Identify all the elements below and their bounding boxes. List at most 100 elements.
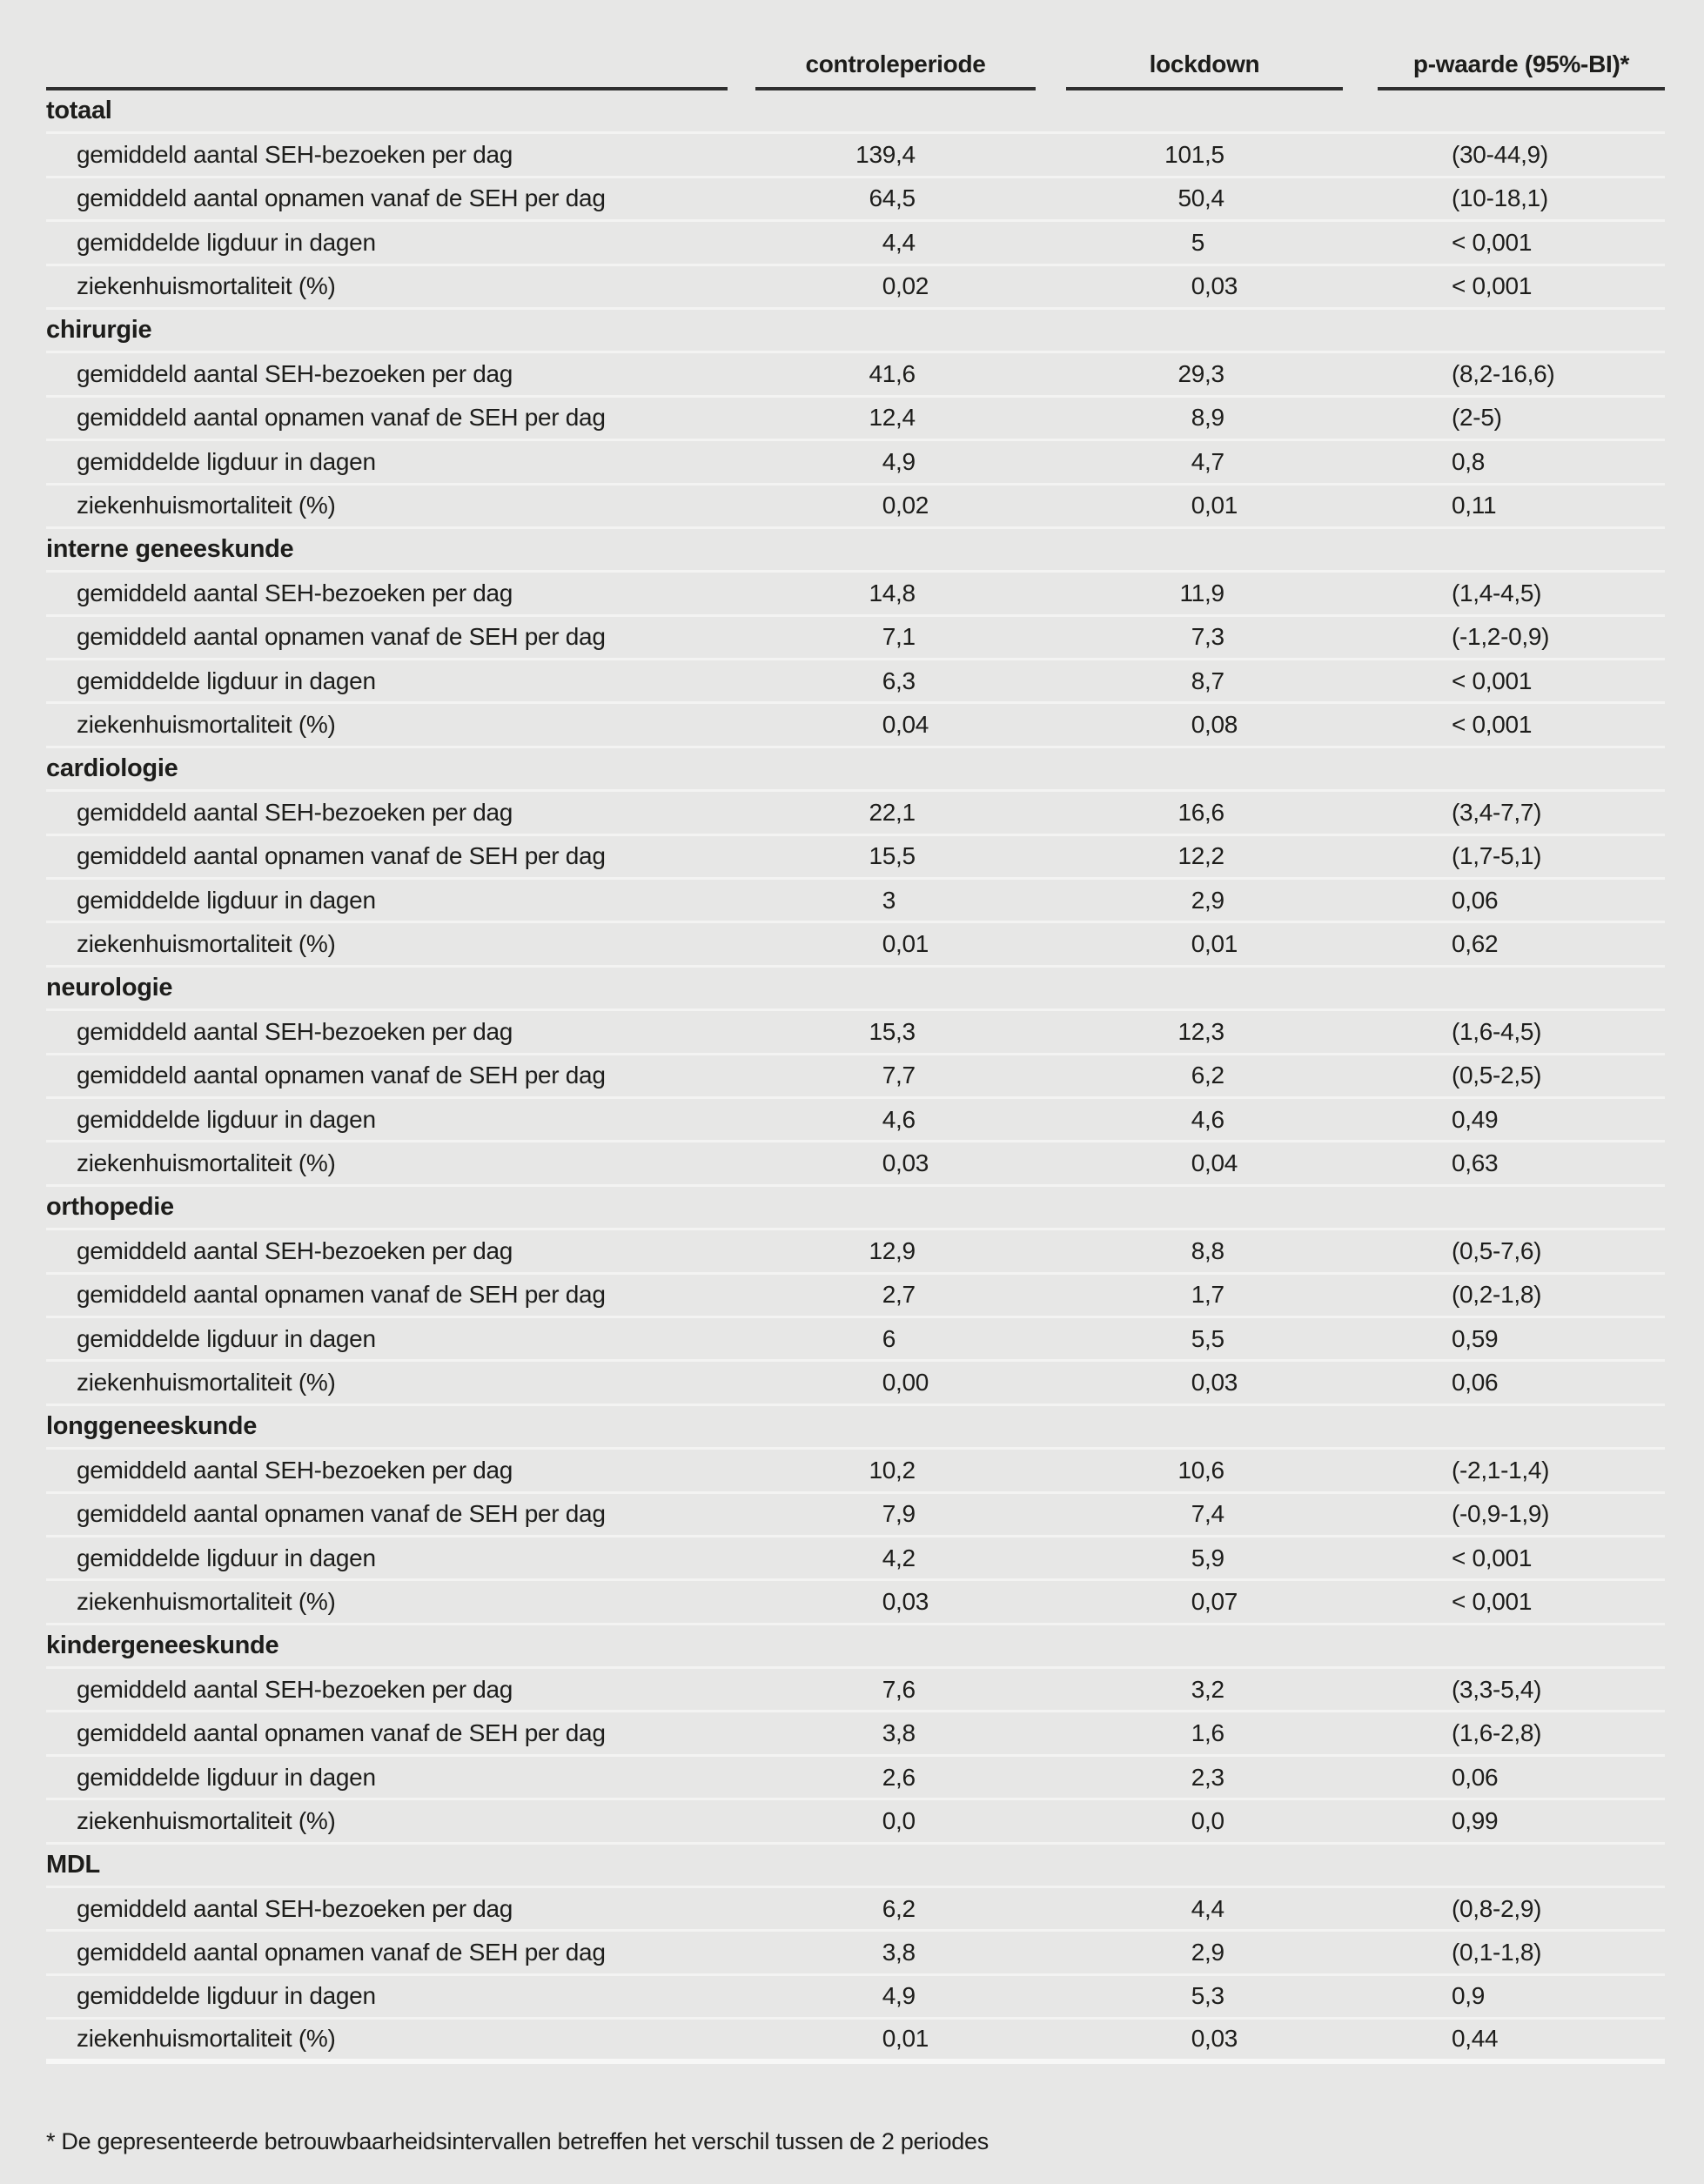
row-label-header-rule	[46, 0, 728, 90]
p-waarde-cell: 0,49	[1452, 1105, 1499, 1133]
metric-label-cell: gemiddelde ligduur in dagen	[77, 667, 376, 694]
numeric-value: 4,4	[755, 229, 1036, 257]
section-name: orthopedie	[46, 1192, 174, 1221]
integer-part: 2	[1191, 1939, 1205, 1966]
controleperiode-cell: 139,4	[728, 134, 1036, 175]
lockdown-cell: 0,03	[1036, 1362, 1343, 1403]
integer-part: 6	[882, 667, 896, 694]
numeric-value: 7,3	[1066, 623, 1343, 651]
fraction-part: ,2	[1204, 1675, 1224, 1703]
table-row: gemiddeld aantal SEH-bezoeken per dag 7,6…	[46, 1669, 1665, 1713]
controleperiode-cell: 2,7	[728, 1275, 1036, 1316]
lockdown-cell: 0,04	[1036, 1142, 1343, 1183]
p-waarde-cell: (1,7-5,1)	[1452, 842, 1542, 870]
integer-part: 0	[1191, 1369, 1205, 1397]
integer-part: 0	[882, 1149, 896, 1177]
section-empty-cell	[1343, 1845, 1665, 1886]
controleperiode-cell: 15,5	[728, 836, 1036, 877]
integer-part: 14	[869, 579, 896, 606]
integer-part: 1	[1191, 1719, 1205, 1747]
table-row: gemiddelde ligduur in dagen 3 2,9 0,06	[46, 880, 1665, 924]
integer-part: 15	[869, 1017, 896, 1045]
integer-part: 4	[882, 447, 896, 475]
section-header-row: totaal	[46, 90, 1665, 135]
controleperiode-cell: 0,03	[728, 1142, 1036, 1183]
fraction-part: ,02	[896, 272, 929, 300]
table-row: ziekenhuismortaliteit (%) 0,04 0,08 < 0,001	[46, 704, 1665, 748]
section-empty-cell	[728, 1625, 1036, 1666]
metric-label-cell: gemiddelde ligduur in dagen	[77, 886, 376, 914]
lockdown-cell: 10,6	[1036, 1450, 1343, 1491]
metric-label-cell: gemiddelde ligduur in dagen	[77, 1982, 376, 2010]
section-header-row: orthopedie	[46, 1187, 1665, 1231]
metric-label-cell: gemiddelde ligduur in dagen	[77, 1324, 376, 1352]
controleperiode-cell: 0,00	[728, 1362, 1036, 1403]
integer-part: 0	[882, 1587, 896, 1615]
integer-part: 7	[1191, 623, 1205, 651]
numeric-value: 4,9	[755, 1982, 1036, 2010]
lockdown-cell: 4,7	[1036, 441, 1343, 482]
integer-part: 7	[1191, 1500, 1205, 1528]
integer-part: 0	[882, 272, 896, 300]
fraction-part: ,2	[1204, 1062, 1224, 1089]
integer-part: 50	[1177, 184, 1204, 212]
controleperiode-cell: 6,2	[728, 1888, 1036, 1929]
table-row: ziekenhuismortaliteit (%) 0,0 0,0 0,99	[46, 1800, 1665, 1845]
numeric-value: 0,01	[755, 930, 1036, 958]
metric-label-cell: gemiddeld aantal opnamen vanaf de SEH pe…	[77, 1719, 606, 1747]
integer-part: 0	[1191, 2025, 1205, 2053]
metric-label-cell: gemiddeld aantal SEH-bezoeken per dag	[77, 579, 513, 606]
controleperiode-cell: 0,03	[728, 1581, 1036, 1622]
numeric-value: 15,3	[755, 1018, 1036, 1046]
fraction-part: ,5	[1204, 141, 1224, 169]
integer-part: 0	[882, 711, 896, 739]
controleperiode-cell: 7,7	[728, 1055, 1036, 1096]
fraction-part: ,9	[1204, 404, 1224, 432]
table-row: gemiddeld aantal opnamen vanaf de SEH pe…	[46, 1932, 1665, 1976]
p-waarde-cell: (10-18,1)	[1452, 184, 1548, 212]
p-waarde-cell: 0,63	[1452, 1149, 1499, 1177]
numeric-value: 7,6	[755, 1676, 1036, 1704]
section-name: kindergeneeskunde	[46, 1631, 279, 1659]
numeric-value: 0,03	[755, 1149, 1036, 1177]
integer-part: 4	[882, 1544, 896, 1571]
numeric-value: 7,7	[755, 1062, 1036, 1089]
controleperiode-cell: 3,8	[728, 1932, 1036, 1973]
numeric-value: 5	[1066, 229, 1343, 257]
numeric-value: 11,9	[1066, 579, 1343, 607]
fraction-part: ,9	[1204, 1544, 1224, 1571]
fraction-part	[896, 887, 1036, 914]
integer-part: 0	[1191, 1806, 1205, 1834]
table-row: gemiddelde ligduur in dagen 6 5,5 0,59	[46, 1318, 1665, 1363]
section-name: chirurgie	[46, 316, 152, 345]
fraction-part: ,03	[1204, 272, 1238, 300]
column-header-controleperiode-label: controleperiode	[755, 0, 1036, 90]
numeric-value: 12,3	[1066, 1018, 1343, 1046]
fraction-part: ,1	[896, 798, 916, 826]
fraction-part: ,5	[896, 184, 916, 212]
lockdown-cell: 5,9	[1036, 1538, 1343, 1578]
column-header-lockdown-label: lockdown	[1066, 0, 1343, 90]
metric-label-cell: gemiddelde ligduur in dagen	[77, 1763, 376, 1791]
section-header-row: MDL	[46, 1845, 1665, 1889]
numeric-value: 10,6	[1066, 1457, 1343, 1484]
section-empty-cell	[728, 529, 1036, 570]
numeric-value: 0,02	[755, 492, 1036, 519]
controleperiode-cell: 22,1	[728, 792, 1036, 833]
numeric-value: 1,7	[1066, 1281, 1343, 1309]
numeric-value: 64,5	[755, 184, 1036, 212]
integer-part: 4	[1191, 1105, 1205, 1133]
controleperiode-cell: 15,3	[728, 1011, 1036, 1052]
table-row: ziekenhuismortaliteit (%) 0,02 0,01 0,11	[46, 486, 1665, 529]
table-row: ziekenhuismortaliteit (%) 0,00 0,03 0,06	[46, 1362, 1665, 1406]
fraction-part: ,4	[1204, 1500, 1224, 1528]
fraction-part: ,9	[896, 1982, 916, 2010]
section-empty-cell	[728, 748, 1036, 789]
integer-part: 0	[1191, 272, 1205, 300]
lockdown-cell: 4,4	[1036, 1888, 1343, 1929]
table-row: ziekenhuismortaliteit (%) 0,03 0,04 0,63	[46, 1142, 1665, 1187]
fraction-part: ,2	[896, 1544, 916, 1571]
lockdown-cell: 0,01	[1036, 486, 1343, 526]
section-empty-cell	[1036, 310, 1343, 351]
integer-part: 4	[1191, 1894, 1205, 1922]
